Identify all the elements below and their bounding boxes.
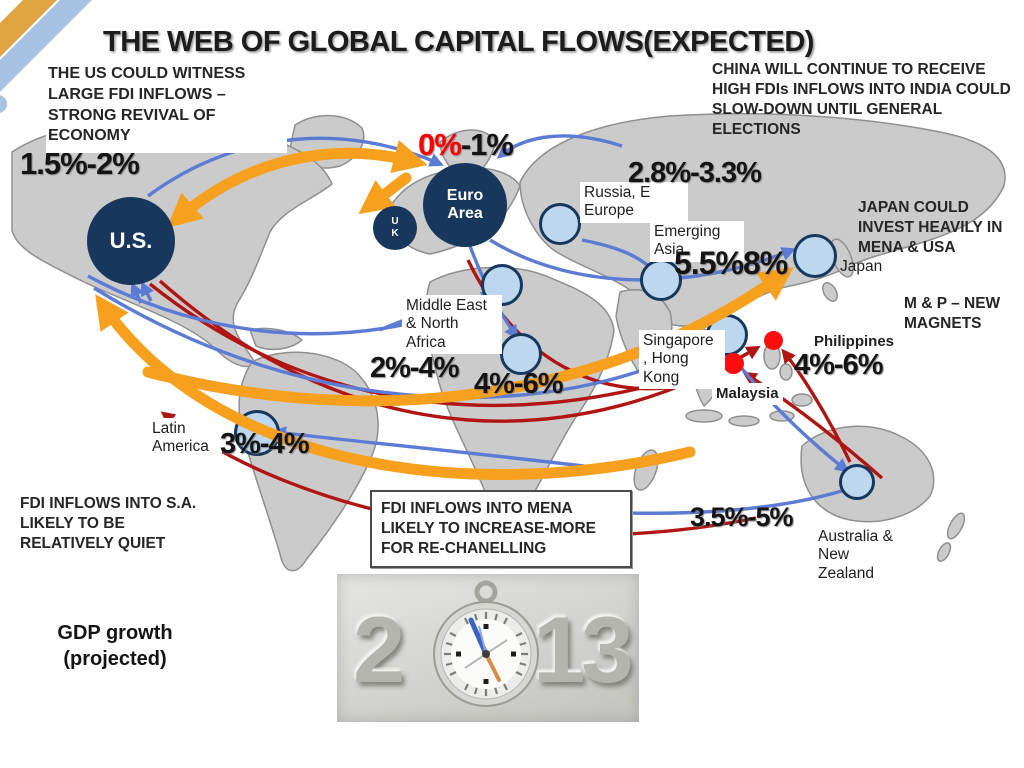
year-digit-2: 2: [353, 597, 405, 702]
label-emerging-asia: Emerging Asia: [650, 221, 744, 262]
annotation-magnets: M & P – NEW MAGNETS: [904, 295, 1001, 333]
compass-icon: [433, 580, 539, 707]
annotation-mena-box: FDI INFLOWS INTO MENA LIKELY TO INCREASE…: [370, 490, 632, 569]
node-euro-area-label: Euro Area: [446, 186, 484, 222]
map-island: [685, 409, 723, 423]
gdp-caption: GDP growth (projected): [57, 622, 173, 670]
label-singapore-hk: Singapore , Hong Kong: [639, 330, 725, 389]
blue-flow-into-us-small-2: [141, 281, 154, 302]
label-philippines: Philippines: [814, 333, 895, 350]
orange-flow-world-to-japan: [142, 267, 794, 407]
region-circle-japan: [793, 234, 837, 278]
blue-flow-into-latam: [271, 426, 601, 470]
label-japan: Japan: [840, 258, 883, 275]
label-mena: Middle East & North Africa: [402, 295, 502, 354]
orange-flow-europe-to-uk: [358, 172, 412, 215]
annotation-south-america: FDI INFLOWS INTO S.A. LIKELY TO BE RELAT…: [20, 495, 197, 553]
map-new-zealand: [936, 542, 952, 562]
label-latin-america: Latin America: [148, 418, 222, 459]
annotation-china: CHINA WILL CONTINUE TO RECEIVE HIGH FDIs…: [712, 61, 1011, 139]
region-circle-mena: [500, 333, 542, 375]
compass-needles: [464, 617, 508, 682]
map-island: [728, 415, 760, 427]
rate-anz: 3.5%-5%: [690, 502, 794, 532]
rate-euro-one: -1%: [460, 127, 514, 162]
blue-flow-russia-to-europe: [496, 134, 623, 159]
rate-sea: 4%-6%: [794, 349, 883, 381]
annotation-japan: JAPAN COULD INVEST HEAVILY IN MENA & USA: [858, 199, 1003, 257]
label-russia: Russia, E Europe: [580, 182, 688, 223]
region-circle-russia: [539, 203, 581, 245]
rate-euro-zero: 0%: [418, 127, 462, 162]
map-japan: [822, 282, 838, 302]
rate-russia: 2.8%-3.3%: [628, 157, 762, 189]
year-2013-image: 2 13: [337, 574, 639, 722]
orange-flow-us-europe-exchange: [166, 139, 428, 228]
rate-mena-south: 4%-6%: [474, 368, 563, 400]
corner-stripe-blue: [0, 0, 92, 92]
year-digits-13: 13: [533, 597, 634, 702]
compass-tick-ring: [444, 612, 528, 696]
rate-latam: 3%-4%: [220, 428, 309, 460]
map-island: [791, 393, 813, 407]
node-us-circle: U.S.: [87, 197, 175, 285]
hotspot-malaysia-dot: [723, 353, 744, 374]
blue-flow-singapore-to-australia: [730, 354, 850, 473]
node-euro-area-circle: Euro Area: [423, 163, 507, 247]
corner-stripe-orange: [0, 0, 57, 57]
node-us-label: U.S.: [109, 228, 153, 253]
node-uk-circle: U K: [373, 206, 417, 250]
label-malaysia: Malaysia: [712, 383, 783, 405]
rate-mena-north: 2%-4%: [370, 352, 459, 384]
annotation-us: THE US COULD WITNESS LARGE FDI INFLOWS –…: [46, 62, 287, 154]
edge-decoration-dot: [0, 95, 7, 113]
map-new-zealand: [946, 512, 966, 540]
rate-euro: 0%-1%: [418, 127, 514, 163]
corner-stripes-decoration: [0, 0, 92, 113]
orange-flow-world-to-us: [95, 294, 696, 480]
blue-flow-into-us-small-1: [130, 282, 144, 304]
node-uk-label: U K: [391, 215, 399, 240]
rate-emerging-asia: 5.5%8%: [674, 245, 788, 281]
page-title: THE WEB OF GLOBAL CAPITAL FLOWS(EXPECTED…: [103, 26, 814, 58]
hotspot-philippines-dot: [764, 331, 783, 350]
label-australia-nz: Australia & New Zealand: [818, 528, 893, 582]
